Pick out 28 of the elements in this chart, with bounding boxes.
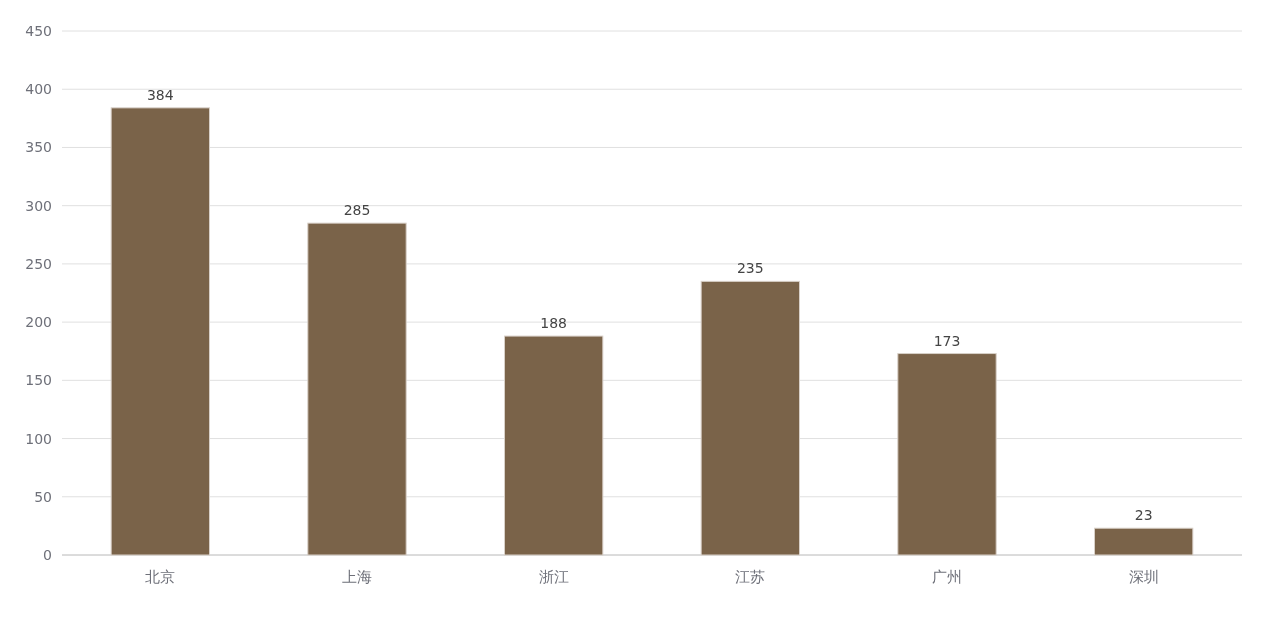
y-tick-label: 50 bbox=[34, 488, 52, 505]
data-label: 23 bbox=[1134, 507, 1153, 524]
x-tick-label: 江苏 bbox=[735, 568, 766, 586]
y-tick-label: 400 bbox=[25, 81, 52, 98]
bar bbox=[110, 107, 210, 556]
bar bbox=[504, 335, 604, 556]
bar bbox=[307, 222, 407, 556]
data-label: 235 bbox=[736, 260, 764, 277]
y-tick-label: 450 bbox=[25, 23, 52, 39]
x-tick-label: 上海 bbox=[342, 568, 372, 586]
y-tick-label: 250 bbox=[25, 255, 52, 272]
y-tick-label: 350 bbox=[25, 139, 52, 156]
x-tick-label: 北京 bbox=[145, 568, 176, 586]
data-label: 285 bbox=[343, 202, 371, 219]
y-tick-label: 0 bbox=[43, 547, 52, 563]
bar bbox=[700, 280, 800, 556]
bar bbox=[897, 353, 997, 556]
x-tick-label: 深圳 bbox=[1128, 568, 1159, 586]
y-tick-label: 100 bbox=[25, 430, 52, 447]
bar bbox=[1094, 527, 1194, 556]
data-label: 173 bbox=[933, 332, 961, 349]
data-label: 384 bbox=[146, 86, 174, 103]
y-tick-label: 200 bbox=[25, 314, 52, 331]
x-tick-label: 广州 bbox=[932, 568, 962, 586]
y-tick-label: 300 bbox=[25, 197, 52, 214]
x-tick-label: 浙江 bbox=[538, 568, 569, 586]
data-label: 188 bbox=[540, 315, 568, 332]
y-tick-label: 150 bbox=[25, 372, 52, 389]
